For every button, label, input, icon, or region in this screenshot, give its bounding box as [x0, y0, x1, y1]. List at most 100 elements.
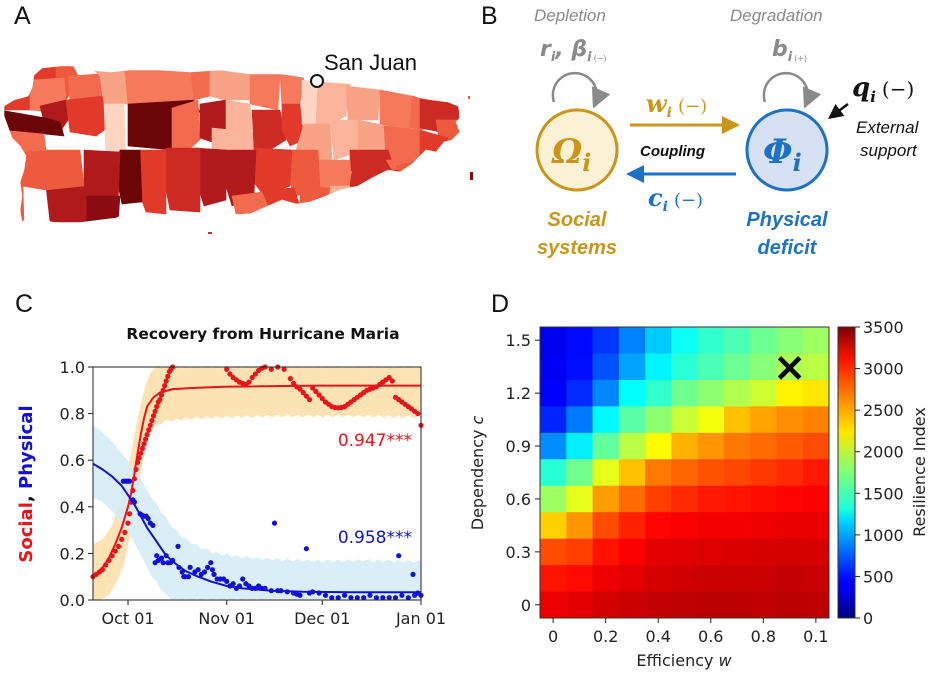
physical-data-point — [373, 595, 379, 601]
q-arrow — [828, 103, 849, 119]
x-tick-label: 0.6 — [698, 627, 723, 646]
x-tick-label: Dec 01 — [294, 609, 350, 628]
heatmap-cell — [645, 353, 672, 381]
heatmap-cell — [566, 406, 593, 434]
heatmap-cell — [802, 379, 830, 407]
social-data-point — [147, 422, 153, 428]
physical-data-point — [127, 478, 133, 484]
support-label: support — [860, 141, 918, 160]
social-data-point — [291, 380, 297, 386]
social-data-point — [100, 567, 106, 573]
heatmap-cell — [592, 485, 620, 513]
heatmap-cell — [566, 327, 593, 354]
panel-d-letter: D — [491, 290, 510, 318]
heatmap-cell — [592, 379, 620, 407]
social-data-point — [154, 404, 160, 410]
heatmap-cell — [723, 485, 751, 513]
social-data-point — [112, 548, 118, 554]
social-data-point — [122, 529, 128, 536]
model-diagram: Depletion Degradation ri, βi (−) bi (+) Ωi… — [534, 6, 920, 259]
heatmap-cell — [802, 406, 830, 434]
social-data-point — [316, 392, 322, 398]
physical-data-point — [201, 569, 208, 575]
physical-data-point — [175, 543, 181, 550]
heatmap-cell — [776, 327, 804, 354]
heatmap-cell — [645, 327, 672, 354]
physical-data-point — [176, 564, 182, 571]
heatmap-cell — [671, 512, 699, 540]
heatmap-cell — [750, 591, 777, 619]
social-data-point — [281, 366, 287, 372]
map-islet — [468, 96, 470, 99]
heatmap-cell — [671, 327, 699, 354]
heatmap-cell — [723, 565, 751, 592]
colorbar-tick-label: 0 — [863, 609, 873, 628]
social-data-point — [165, 373, 171, 379]
physical-data-point — [392, 595, 399, 601]
heatmap-cell — [671, 565, 699, 592]
social-data-point — [139, 445, 145, 452]
social-data-point — [163, 378, 169, 384]
social-data-point — [144, 432, 150, 438]
physical-data-point — [329, 595, 335, 601]
depletion-loop-arrow — [551, 71, 611, 109]
heatmap-cell — [566, 379, 593, 407]
physical-data-point — [271, 520, 278, 526]
municipality-region — [379, 89, 413, 131]
physical-data-point — [278, 588, 284, 594]
heatmap-cell — [750, 353, 777, 381]
physical-data-point — [335, 595, 341, 601]
heatmap-cell — [645, 485, 672, 513]
heatmap-cell — [776, 432, 804, 460]
san-juan-marker[interactable] — [310, 74, 324, 88]
municipality-region — [21, 149, 85, 191]
physical-data-point — [211, 571, 217, 578]
heatmap-cell — [723, 538, 751, 566]
degradation-label: Degradation — [730, 6, 823, 25]
chart-c-title: Recovery from Hurricane Maria — [126, 325, 399, 343]
svg-text:bi(+): bi (+) — [772, 37, 807, 65]
current-state-marker[interactable]: × — [773, 345, 807, 391]
q-support-label: qi (−) — [852, 73, 914, 106]
resilience-heatmap: × 1.5 1.2 0.9 0.6 0.3 0 0 0.2 0.4 0.6 0.8 0.1 Effi… — [468, 318, 929, 670]
social-node — [535, 108, 619, 192]
social-data-point — [152, 408, 158, 414]
omega-symbol: Ωi — [551, 132, 591, 177]
social-data-point — [252, 371, 258, 377]
depletion-label: Depletion — [534, 6, 606, 25]
physical-data-point — [185, 574, 192, 580]
heatmap-cell — [802, 327, 830, 354]
c-coupling-label: ci (−) — [648, 183, 703, 215]
heatmap-cell — [697, 353, 725, 381]
heatmap-cell — [566, 591, 593, 619]
municipality-region — [249, 73, 281, 111]
x-tick-label: Oct 01 — [101, 609, 154, 628]
y-tick-label: 0.4 — [60, 498, 85, 517]
physical-data-point — [170, 557, 176, 564]
physical-data-point — [354, 595, 360, 601]
y-tick-label: 0 — [521, 596, 531, 615]
physical-data-point — [145, 515, 151, 522]
heatmap-cell — [671, 432, 699, 460]
municipality-region — [281, 103, 305, 147]
physical-data-point — [205, 564, 211, 571]
social-data-point — [103, 562, 109, 568]
social-data-point — [306, 397, 313, 403]
heatmap-cell — [802, 485, 830, 513]
municipality-region — [65, 95, 111, 137]
heatmap-cell — [776, 512, 804, 540]
heatmap-cell — [697, 485, 725, 513]
social-data-point — [224, 366, 230, 372]
heatmap-cell — [540, 591, 567, 619]
chart-c-ylabel: Social, Physical — [16, 405, 37, 562]
heatmap-cell — [697, 406, 725, 434]
heatmap-cell — [592, 591, 620, 619]
y-tick-label: 1.5 — [506, 331, 531, 350]
colorbar-tick-label: 1500 — [863, 484, 904, 503]
municipality-region — [209, 66, 255, 101]
y-tick-label: 0.0 — [60, 591, 85, 610]
heatmap-cell — [671, 591, 699, 619]
heatmap-cell — [776, 459, 804, 487]
social-data-point — [115, 543, 122, 550]
municipality-region — [345, 85, 381, 121]
